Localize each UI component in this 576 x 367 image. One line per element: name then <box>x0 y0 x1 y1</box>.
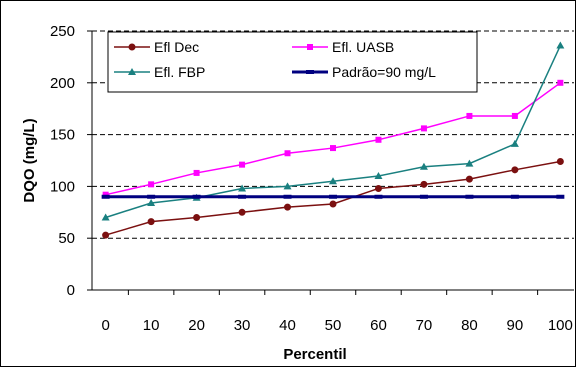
data-point <box>193 213 201 221</box>
data-point <box>556 41 565 49</box>
x-tick-label-70: 70 <box>416 317 433 334</box>
legend-label-2: Efl. FBP <box>154 64 205 80</box>
y-tick-label-50: 50 <box>58 230 75 247</box>
data-point <box>330 145 336 152</box>
series-1 <box>102 79 564 198</box>
y-tick-label-0: 0 <box>67 282 75 299</box>
x-axis-title: Percentil <box>283 346 346 363</box>
y-tick-label-250: 250 <box>50 23 75 40</box>
data-point <box>374 184 382 192</box>
series-3 <box>101 194 565 199</box>
series-layer <box>101 41 565 239</box>
legend-marker-0 <box>128 43 136 51</box>
data-point <box>101 194 110 199</box>
data-point <box>193 169 200 176</box>
x-tick-label-10: 10 <box>143 317 160 334</box>
data-point <box>375 136 382 143</box>
data-point <box>283 182 292 190</box>
x-tick-label-90: 90 <box>507 317 524 334</box>
data-point <box>374 172 383 180</box>
data-point <box>238 184 247 192</box>
series-0 <box>102 158 564 239</box>
x-tick-label-30: 30 <box>234 317 251 334</box>
data-point <box>239 161 246 168</box>
x-tick-label-50: 50 <box>325 317 342 334</box>
legend-marker-1 <box>307 44 313 50</box>
data-point <box>284 203 292 211</box>
data-point <box>420 125 427 132</box>
data-point <box>147 198 156 206</box>
x-tick-label-40: 40 <box>279 317 296 334</box>
data-point <box>557 79 564 86</box>
x-tick-label-60: 60 <box>370 317 387 334</box>
data-point <box>192 194 201 199</box>
data-point <box>466 112 473 119</box>
data-point <box>465 159 474 167</box>
data-point <box>419 162 428 170</box>
y-tick-label-150: 150 <box>50 127 75 144</box>
data-point <box>465 194 474 199</box>
series-2 <box>101 41 565 221</box>
legend: Efl Dec Efl. UASB Efl. FBP Padrão=90 mg/L <box>107 31 478 93</box>
data-point <box>329 200 337 208</box>
data-point <box>556 194 565 199</box>
data-point <box>510 139 519 147</box>
x-tick-label-100: 100 <box>548 317 573 334</box>
data-point <box>329 177 337 185</box>
x-tick-label-80: 80 <box>461 317 478 334</box>
x-tick-label-0: 0 <box>101 317 109 334</box>
x-tick-label-20: 20 <box>188 317 205 334</box>
y-tick-label-100: 100 <box>50 178 75 195</box>
data-point <box>420 180 428 188</box>
axes-layer: 0 50 100 150 200 250 0 10 20 30 40 50 60 70 80 90 100 <box>50 23 574 334</box>
data-point <box>147 194 156 199</box>
data-point <box>556 158 564 166</box>
data-point <box>511 112 518 119</box>
data-point <box>147 218 155 226</box>
data-point <box>465 175 473 183</box>
data-point <box>238 208 246 216</box>
data-point <box>284 150 291 157</box>
legend-label-1: Efl. UASB <box>332 39 394 55</box>
data-point <box>510 194 519 199</box>
data-point <box>101 213 110 221</box>
data-point <box>511 166 519 174</box>
data-point <box>102 191 109 198</box>
data-point <box>148 181 155 188</box>
y-tick-label-200: 200 <box>50 75 75 92</box>
legend-label-0: Efl Dec <box>154 39 199 55</box>
legend-marker-2 <box>128 68 136 75</box>
legend-marker-3 <box>306 70 314 74</box>
data-point <box>238 194 247 199</box>
legend-box <box>107 31 478 93</box>
data-point <box>419 194 428 199</box>
data-point <box>374 194 383 199</box>
y-axis-title: DQO (mg/L) <box>21 118 38 202</box>
data-point <box>329 194 337 199</box>
data-point <box>283 194 292 199</box>
legend-label-3: Padrão=90 mg/L <box>332 64 436 80</box>
data-point <box>102 231 110 239</box>
